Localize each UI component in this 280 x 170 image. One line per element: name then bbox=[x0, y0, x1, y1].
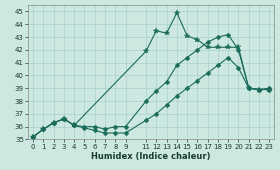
X-axis label: Humidex (Indice chaleur): Humidex (Indice chaleur) bbox=[92, 152, 211, 161]
